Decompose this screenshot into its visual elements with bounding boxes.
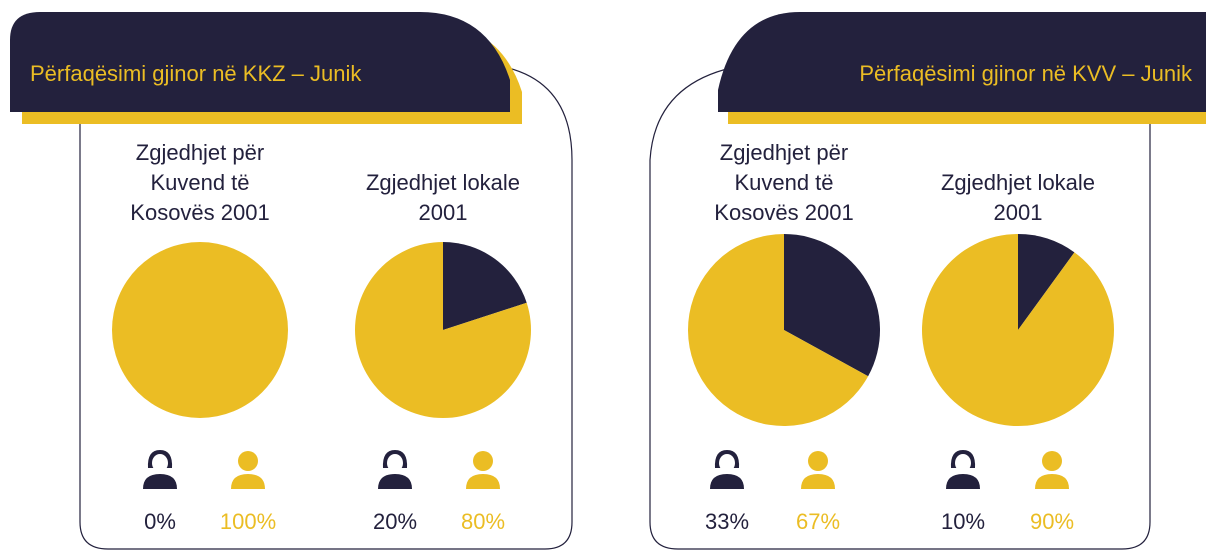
icon-face [152,454,168,472]
pie-slice [443,242,527,330]
female-icon [946,450,980,489]
icon-body [231,474,265,489]
icon-body [378,474,412,489]
chart-title: Zgjedhjet lokale 2001 [365,170,521,225]
chart-title: Zgjedhjet lokale 2001 [940,170,1096,225]
panel-title: Përfaqësimi gjinor në KVV – Junik [859,61,1193,86]
icon-body [466,474,500,489]
value-label: 10% [941,509,985,534]
value-label: 90% [1030,509,1074,534]
icon-head [1042,451,1062,471]
icon-head [238,451,258,471]
icon-head [473,451,493,471]
value-label: 80% [461,509,505,534]
icon-head [808,451,828,471]
female-icon [378,450,412,489]
pie-slice [922,234,1114,426]
icon-face [719,454,735,472]
icon-face [387,454,403,472]
pie-slice [355,242,532,418]
pie-slice [112,242,288,418]
female-icon [143,450,177,489]
chart-title: Zgjedhjet për Kuvend të Kosovës 2001 [130,140,270,225]
banner [718,12,1206,112]
banner [10,12,510,112]
card-outline [79,65,573,550]
icon-body [1035,474,1069,489]
pie-slice [1018,234,1075,330]
card-outline [649,65,1151,550]
female-icon [710,450,744,489]
icon-body [143,474,177,489]
male-icon [1035,451,1069,489]
male-icon [801,451,835,489]
value-label: 67% [796,509,840,534]
male-icon [231,451,265,489]
panel-title: Përfaqësimi gjinor në KKZ – Junik [30,61,362,86]
pie-slice [784,234,881,377]
pie-slice [688,234,869,427]
icon-body [946,474,980,489]
icon-face [955,454,971,472]
value-label: 0% [144,509,176,534]
icon-body [801,474,835,489]
value-label: 20% [373,509,417,534]
chart-title: Zgjedhjet për Kuvend të Kosovës 2001 [714,140,854,225]
icon-body [710,474,744,489]
value-label: 100% [220,509,276,534]
male-icon [466,451,500,489]
value-label: 33% [705,509,749,534]
